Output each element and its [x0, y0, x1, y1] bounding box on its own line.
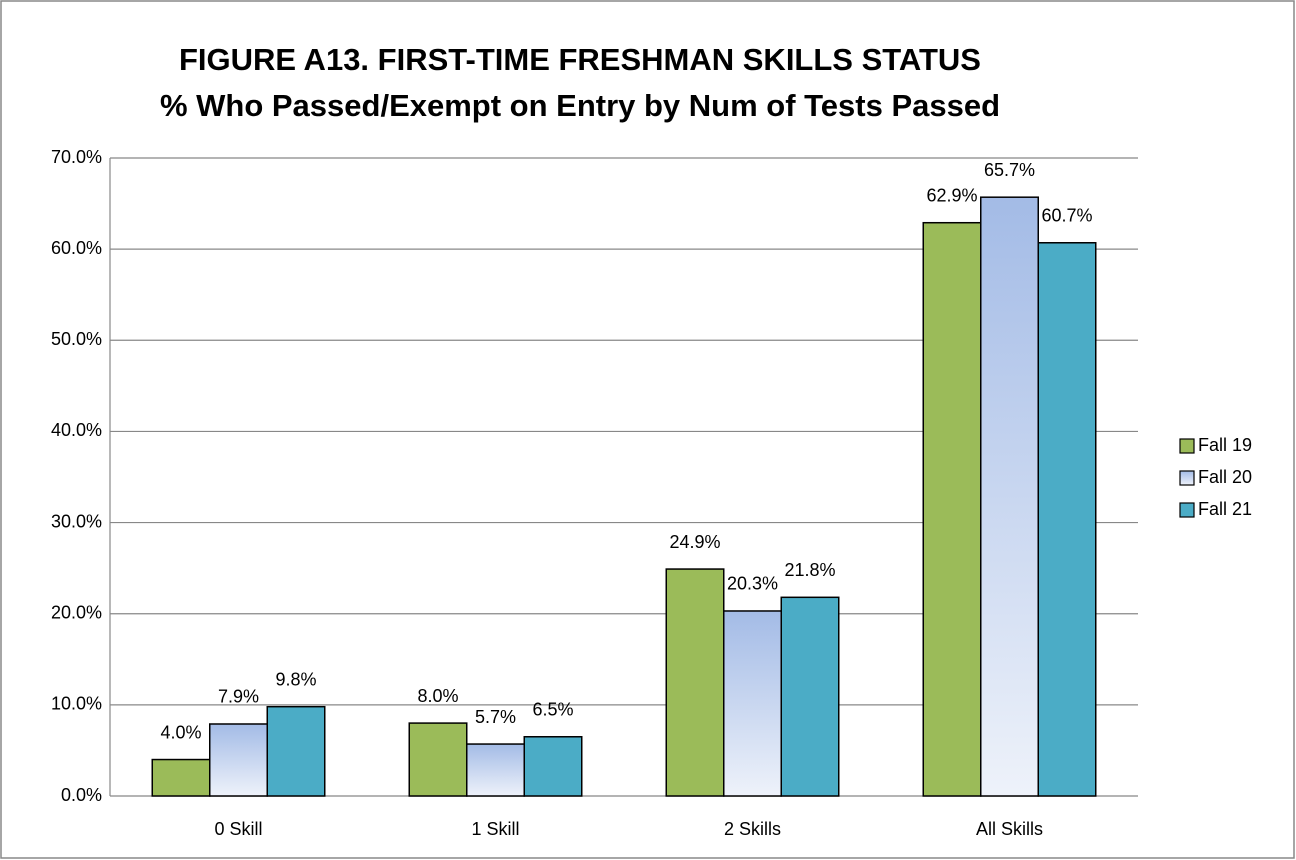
y-tick-label: 70.0% — [51, 147, 102, 167]
bar — [780, 596, 840, 797]
bar — [466, 743, 525, 797]
legend-swatch — [1179, 470, 1195, 486]
y-tick-label: 0.0% — [61, 785, 102, 805]
chart-title: FIGURE A13. FIRST-TIME FRESHMAN SKILLS S… — [179, 42, 981, 77]
y-tick-label: 40.0% — [51, 420, 102, 440]
bar — [408, 722, 468, 797]
legend-swatch — [1179, 502, 1195, 518]
legend-label: Fall 20 — [1198, 467, 1252, 487]
bar — [980, 196, 1039, 797]
data-label: 62.9% — [926, 185, 977, 205]
data-label: 60.7% — [1041, 206, 1092, 226]
data-label: 9.8% — [275, 669, 316, 689]
x-tick-label: 0 Skill — [214, 819, 262, 839]
data-label: 65.7% — [984, 160, 1035, 180]
bar — [266, 705, 326, 797]
data-label: 24.9% — [669, 532, 720, 552]
data-label: 6.5% — [532, 700, 573, 720]
x-tick-label: 2 Skills — [724, 819, 781, 839]
legend-label: Fall 21 — [1198, 499, 1252, 519]
y-tick-label: 60.0% — [51, 238, 102, 258]
bar — [665, 568, 725, 797]
bar — [151, 758, 211, 797]
bar — [523, 736, 583, 797]
legend-swatch — [1179, 438, 1195, 454]
bar — [1037, 242, 1097, 797]
data-label: 7.9% — [218, 687, 259, 707]
data-label: 20.3% — [727, 574, 778, 594]
data-label: 5.7% — [475, 707, 516, 727]
y-tick-label: 20.0% — [51, 602, 102, 622]
x-tick-label: 1 Skill — [471, 819, 519, 839]
y-tick-label: 50.0% — [51, 329, 102, 349]
bar — [922, 221, 982, 797]
data-label: 21.8% — [784, 560, 835, 580]
y-tick-label: 30.0% — [51, 511, 102, 531]
x-tick-label: All Skills — [976, 819, 1043, 839]
legend-label: Fall 19 — [1198, 435, 1252, 455]
chart-subtitle: % Who Passed/Exempt on Entry by Num of T… — [160, 88, 1000, 123]
bar — [209, 723, 268, 797]
bar — [723, 610, 782, 797]
data-label: 4.0% — [160, 722, 201, 742]
data-label: 8.0% — [417, 686, 458, 706]
y-tick-label: 10.0% — [51, 694, 102, 714]
